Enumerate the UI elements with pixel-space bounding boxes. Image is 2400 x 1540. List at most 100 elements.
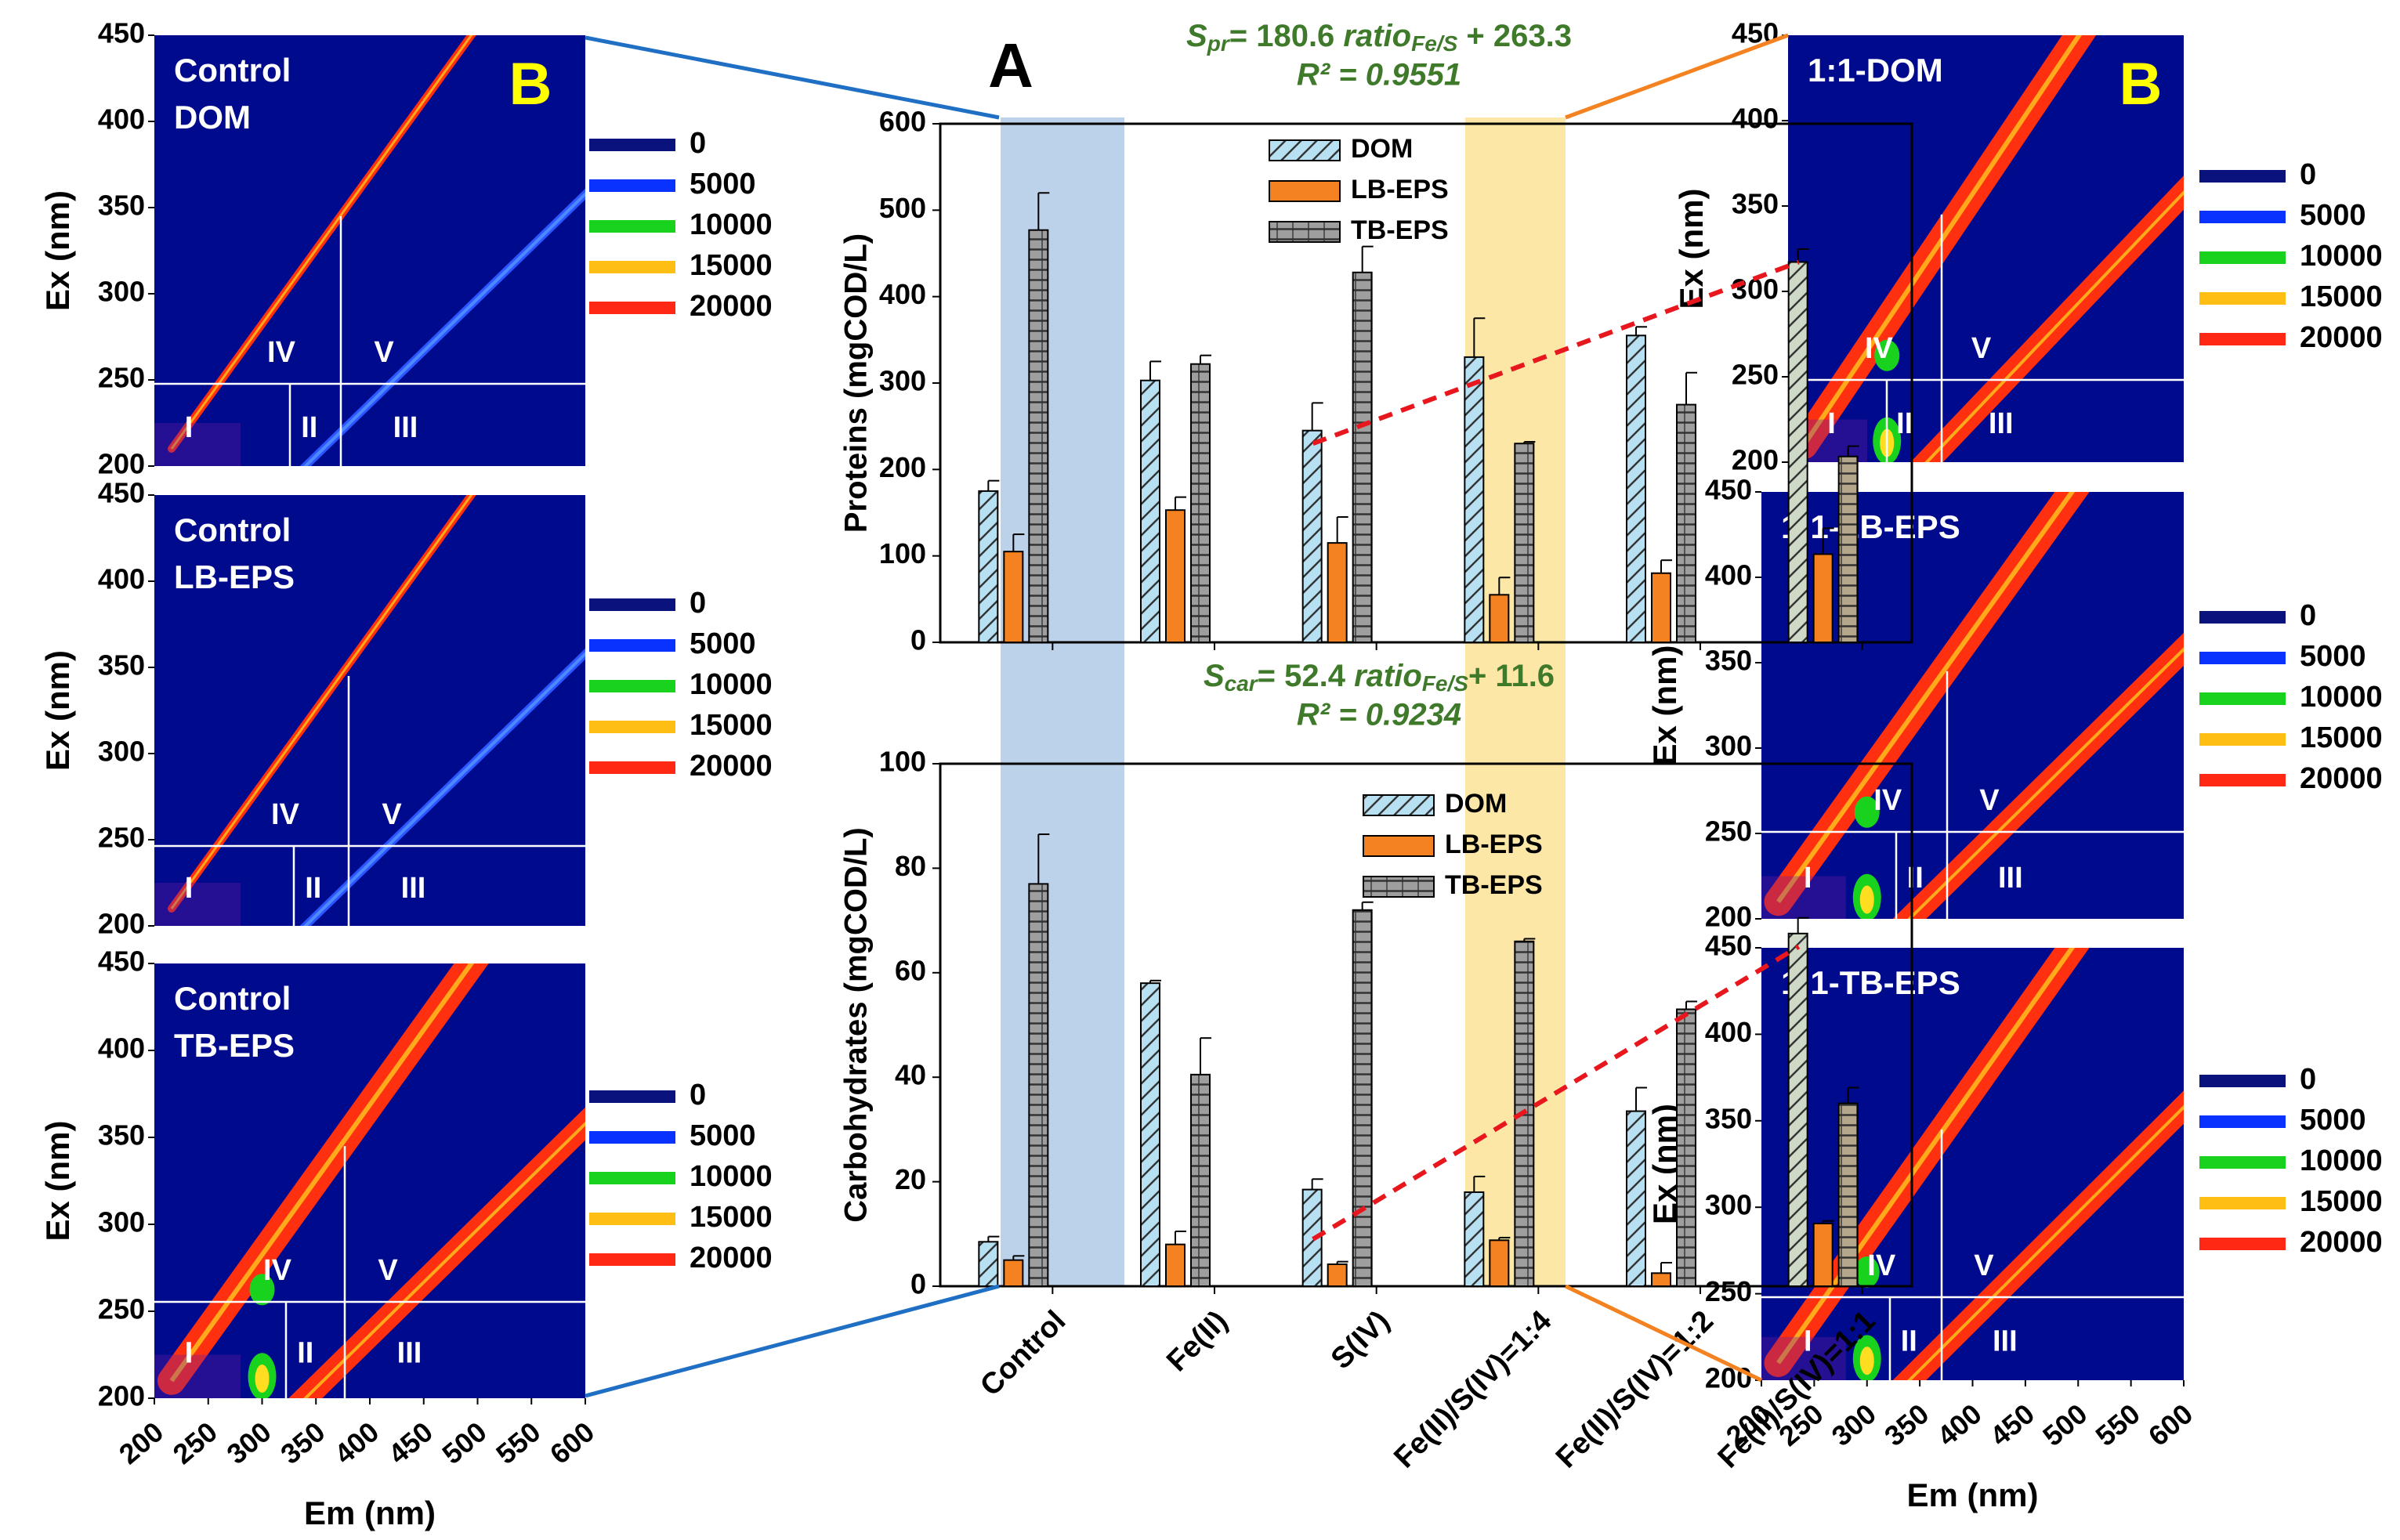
- legend-label: 20000: [690, 1242, 773, 1274]
- legend-label: 0: [2300, 599, 2316, 632]
- legend-swatch: [589, 1213, 675, 1225]
- legend-label: 10000: [2300, 240, 2383, 273]
- connector-ratio-bottom: [1564, 1284, 1763, 1383]
- legend-swatch: [589, 761, 675, 774]
- em-tick-label: 550: [2090, 1397, 2146, 1452]
- ex-tick-label: 350: [1705, 1102, 1752, 1134]
- ex-tick-label: 200: [1705, 1362, 1752, 1394]
- category-label: Fe(II)/S(IV)=1:4: [1388, 1304, 1558, 1474]
- peak-iv: [1874, 339, 1900, 371]
- legend-label: 20000: [2300, 321, 2383, 354]
- y-tick-label: 400: [879, 278, 926, 310]
- eem-background: [154, 35, 585, 466]
- bar-dom-2: [1301, 429, 1323, 644]
- region-label-ii: II: [1896, 407, 1913, 440]
- ex-axis-title: Ex (nm): [1646, 645, 1683, 765]
- peak-iv: [1854, 796, 1880, 828]
- legend-swatch-dom: [1363, 794, 1435, 816]
- em-axis-title: Em (nm): [304, 1495, 436, 1531]
- em-tick-label: 500: [436, 1415, 492, 1470]
- legend-label: 20000: [690, 750, 773, 783]
- ex-tick-label: 300: [98, 1206, 145, 1238]
- region-label-iv: IV: [267, 336, 296, 369]
- bar-dom-3: [1464, 1191, 1485, 1287]
- legend-label: 0: [690, 1079, 706, 1112]
- bar-lb-eps-1: [1165, 1243, 1186, 1288]
- connector-control-bottom: [585, 1284, 1000, 1398]
- legend-swatch: [589, 179, 675, 192]
- legend-swatch: [589, 302, 675, 314]
- region-label-i: I: [185, 411, 194, 444]
- region-label-i: I: [1804, 1325, 1812, 1357]
- eem-title-line: DOM: [174, 99, 251, 136]
- bar-lb-eps-3: [1489, 594, 1510, 643]
- ex-tick-label: 200: [98, 448, 145, 480]
- region-label-v: V: [1974, 1249, 1994, 1282]
- ex-tick-label: 300: [1705, 730, 1752, 762]
- r-squared: R² = 0.9551: [1297, 58, 1461, 92]
- bar-lb-eps-4: [1651, 1272, 1671, 1287]
- y-tick-label: 100: [879, 746, 926, 778]
- ex-tick-label: 350: [1732, 188, 1779, 220]
- ex-axis-title: Ex (nm): [1673, 188, 1710, 309]
- bar-chart-proteins: 0 100 200 300 400 500 600 Proteins (mgCOD/L) Spr…: [839, 19, 1913, 656]
- em-tick-label: 300: [220, 1415, 277, 1470]
- legend-swatch: [589, 220, 675, 233]
- bar-lb-eps-2: [1327, 1263, 1348, 1287]
- eem-title-line: 1:1-DOM: [1808, 52, 1943, 89]
- region-label-v: V: [1971, 332, 1992, 365]
- ex-tick-label: 400: [98, 1032, 145, 1065]
- region-label-iv: IV: [1865, 332, 1894, 365]
- ex-tick-label: 200: [98, 908, 145, 940]
- y-tick-label: 200: [879, 451, 926, 483]
- regression-equation: Spr= 180.6 ratioFe/S + 263.3: [1186, 19, 1572, 56]
- ex-tick-label: 250: [1705, 815, 1752, 848]
- connector-control-top: [585, 35, 1000, 120]
- panel-label-b-right: B: [2119, 51, 2163, 117]
- legend-swatch: [589, 598, 675, 611]
- legend-swatch: [2199, 733, 2286, 746]
- eem-title-line: TB-EPS: [174, 1027, 295, 1064]
- ex-tick-label: 250: [98, 362, 145, 394]
- bar-lb-eps-5: [1812, 1222, 1833, 1287]
- legend-label: 15000: [690, 1201, 773, 1234]
- em-tick-label: 500: [2036, 1397, 2093, 1452]
- legend-swatch: [589, 1090, 675, 1103]
- category-label: Fe(II)/S(IV)=1:2: [1550, 1304, 1720, 1474]
- legend-label: 5000: [2300, 640, 2366, 673]
- ex-tick-label: 350: [98, 1119, 145, 1151]
- ex-tick-label: 400: [98, 563, 145, 595]
- ex-tick-label: 350: [98, 649, 145, 681]
- legend-swatch: [589, 680, 675, 692]
- bar-dom-0: [978, 490, 999, 644]
- peak-iv: [249, 1274, 275, 1306]
- bar-tb-eps-2: [1352, 909, 1373, 1287]
- ex-tick-label: 200: [1705, 901, 1752, 933]
- region-label-ii: II: [305, 872, 321, 905]
- region-label-i: I: [1827, 407, 1836, 440]
- eem-title-line: 1:1-LB-EPS: [1781, 508, 1960, 545]
- regression-line: [1312, 259, 1800, 446]
- legend-swatch: [2199, 1075, 2286, 1087]
- bar-lb-eps-2: [1327, 542, 1348, 643]
- legend-label: 20000: [2300, 1226, 2383, 1259]
- ex-tick-label: 350: [1705, 645, 1752, 677]
- bar-dom-3: [1464, 356, 1485, 643]
- legend-swatch-lb-eps: [1363, 835, 1435, 857]
- control-highlight-band: [1001, 117, 1124, 1286]
- ex-tick-label: 250: [98, 822, 145, 854]
- ex-tick-label: 300: [98, 736, 145, 768]
- bar-dom-1: [1140, 379, 1160, 643]
- legend-label: 20000: [2300, 762, 2383, 795]
- legend-label: 0: [2300, 158, 2316, 191]
- ex-tick-label: 250: [1732, 359, 1779, 391]
- legend-label: 5000: [690, 627, 756, 660]
- ex-axis-title: Ex (nm): [39, 1120, 76, 1241]
- y-tick-label: 40: [895, 1059, 926, 1091]
- legend-label: 15000: [2300, 721, 2383, 754]
- ex-tick-label: 400: [98, 103, 145, 136]
- bar-dom-4: [1626, 1110, 1646, 1288]
